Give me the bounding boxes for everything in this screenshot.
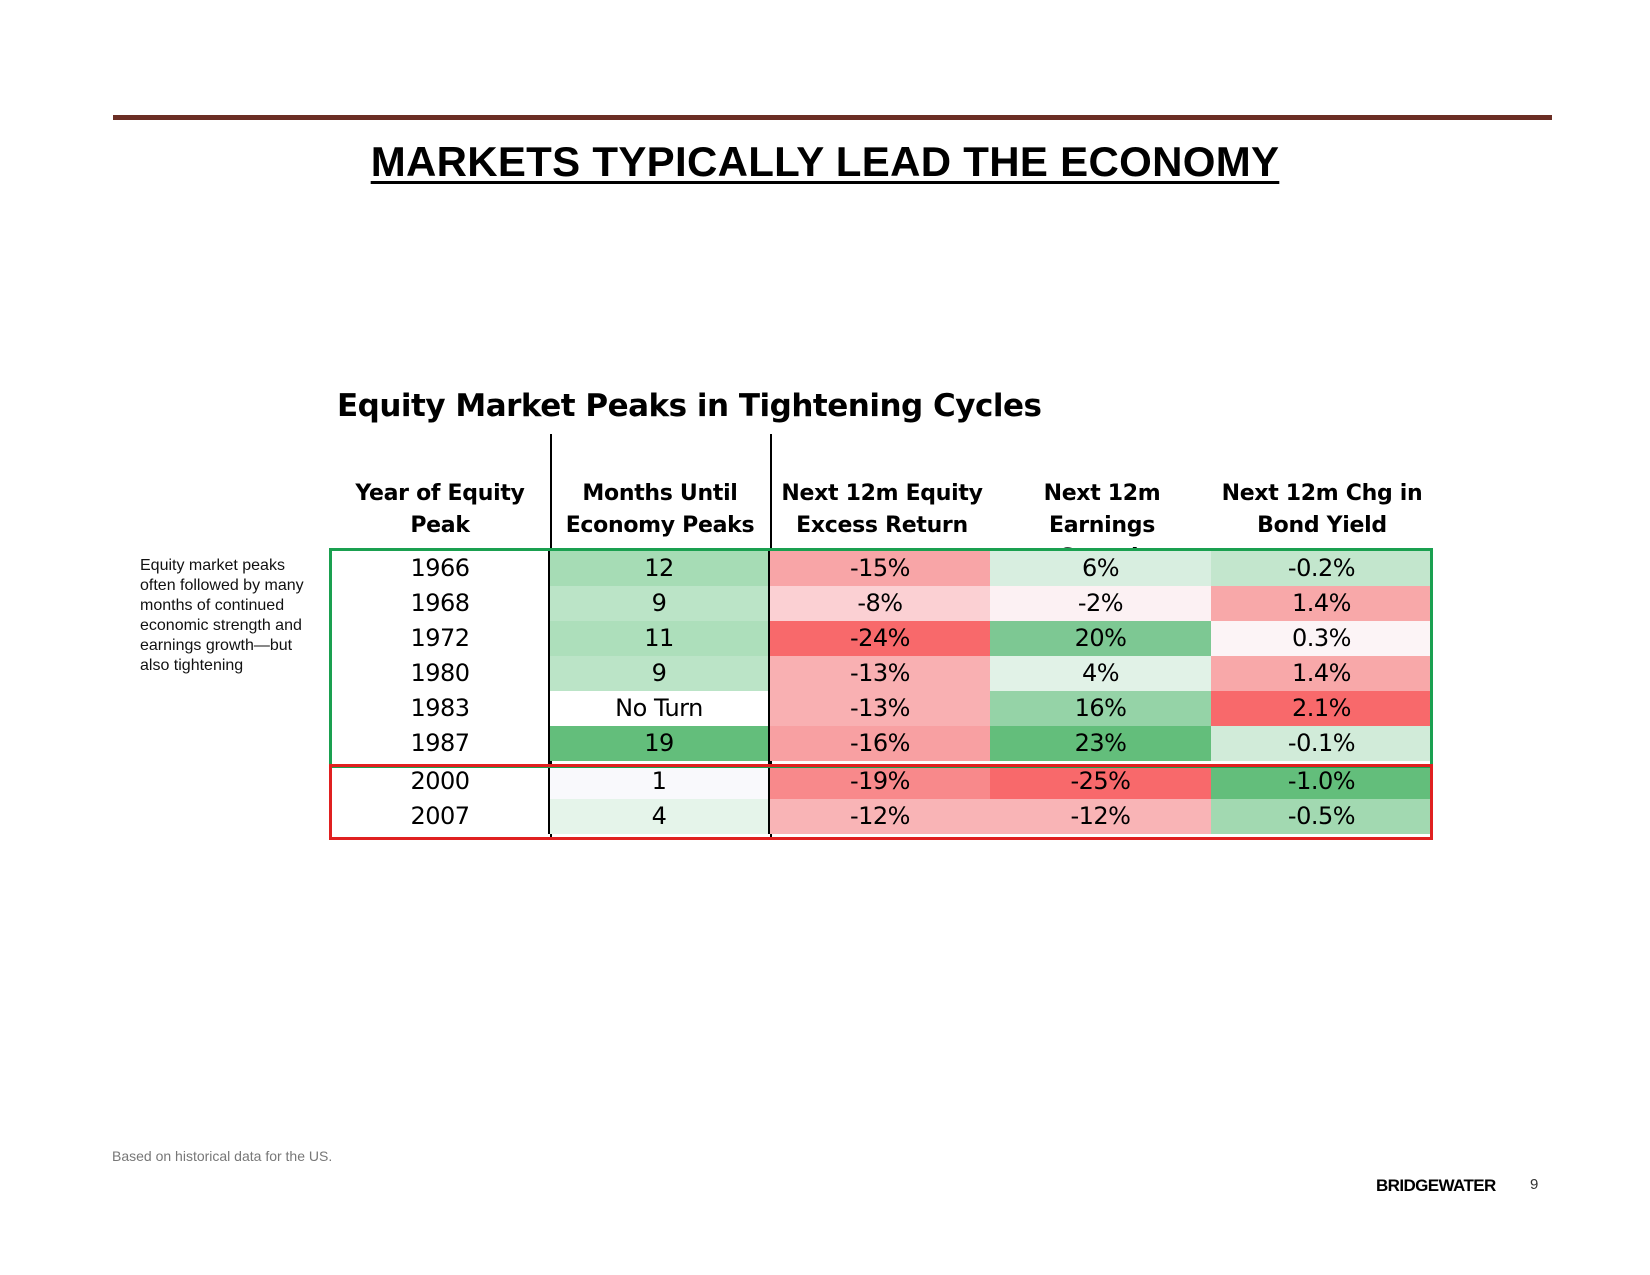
cell-months: 9 xyxy=(550,656,770,691)
cell-equity-return: -16% xyxy=(770,726,990,761)
cell-bond-yield: 2.1% xyxy=(1211,691,1432,726)
cell-year: 2007 xyxy=(332,799,550,834)
cell-year: 1972 xyxy=(332,621,550,656)
cell-earnings-growth: 23% xyxy=(990,726,1211,761)
row-gap xyxy=(550,761,770,764)
cell-bond-yield: -0.5% xyxy=(1211,799,1432,834)
header-months: Months Until Economy Peaks xyxy=(565,481,755,538)
cell-bond-yield: -0.2% xyxy=(1211,551,1432,586)
cell-earnings-growth: 16% xyxy=(990,691,1211,726)
cell-months: 9 xyxy=(550,586,770,621)
cell-year: 1983 xyxy=(332,691,550,726)
cell-months: 12 xyxy=(550,551,770,586)
cell-earnings-growth: -25% xyxy=(990,764,1211,799)
cell-earnings-growth: -12% xyxy=(990,799,1211,834)
cell-year: 1987 xyxy=(332,726,550,761)
cell-earnings-growth: 20% xyxy=(990,621,1211,656)
cell-equity-return: -13% xyxy=(770,656,990,691)
cell-year: 1980 xyxy=(332,656,550,691)
cell-months: 1 xyxy=(550,764,770,799)
cell-months: 11 xyxy=(550,621,770,656)
cell-equity-return: -24% xyxy=(770,621,990,656)
cell-months: No Turn xyxy=(550,691,770,726)
cell-equity-return: -8% xyxy=(770,586,990,621)
footnote: Based on historical data for the US. xyxy=(112,1148,333,1164)
table-title: Equity Market Peaks in Tightening Cycles xyxy=(337,388,1042,424)
cell-equity-return: -19% xyxy=(770,764,990,799)
cell-bond-yield: 0.3% xyxy=(1211,621,1432,656)
cell-equity-return: -12% xyxy=(770,799,990,834)
cell-year: 1966 xyxy=(332,551,550,586)
cell-months: 4 xyxy=(550,799,770,834)
side-note: Equity market peaks often followed by ma… xyxy=(140,557,304,674)
header-equity-return: Next 12m Equity Excess Return xyxy=(781,481,983,538)
brand-logo: BRIDGEWATER xyxy=(1376,1176,1496,1195)
header-earnings-growth: Next 12m EarningsGrowth xyxy=(1043,481,1161,570)
cell-equity-return: -15% xyxy=(770,551,990,586)
cell-equity-return: -13% xyxy=(770,691,990,726)
cell-year: 2000 xyxy=(332,764,550,799)
top-rule xyxy=(113,115,1552,120)
page-number: 9 xyxy=(1530,1176,1539,1193)
cell-earnings-growth: 4% xyxy=(990,656,1211,691)
cell-bond-yield: -0.1% xyxy=(1211,726,1432,761)
cell-earnings-growth: -2% xyxy=(990,586,1211,621)
data-table: 1966 12 -15% 6% -0.2% 1968 9 -8% -2% 1.4% 1972 11 -2… xyxy=(332,551,1432,834)
cell-bond-yield: 1.4% xyxy=(1211,656,1432,691)
cell-bond-yield: -1.0% xyxy=(1211,764,1432,799)
cell-year: 1968 xyxy=(332,586,550,621)
cell-months: 19 xyxy=(550,726,770,761)
header-bond-yield: Next 12m Chg in Bond Yield xyxy=(1221,481,1423,538)
cell-earnings-growth: 6% xyxy=(990,551,1211,586)
cell-bond-yield: 1.4% xyxy=(1211,586,1432,621)
row-gap xyxy=(332,761,550,764)
header-year: Year of Equity Peak xyxy=(355,481,525,538)
page-title: MARKETS TYPICALLY LEAD THE ECONOMY xyxy=(370,138,1280,185)
